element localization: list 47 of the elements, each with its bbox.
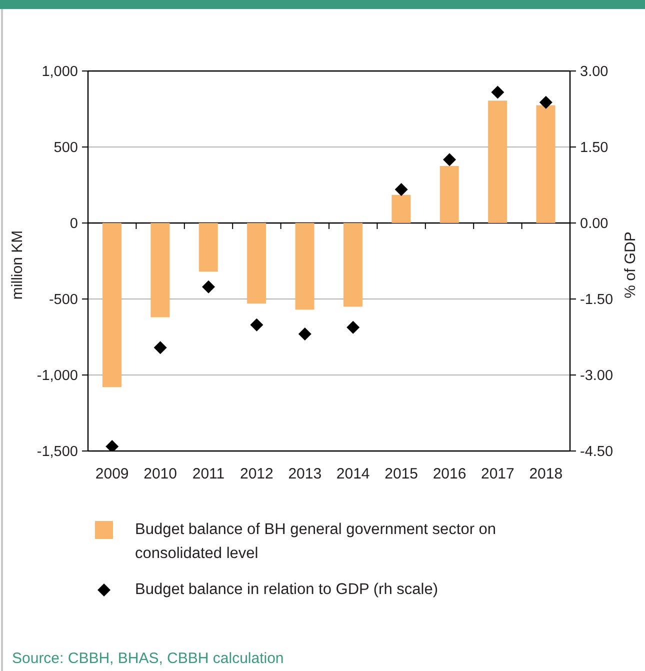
source-note: Source: CBBH, BHAS, CBBH calculation xyxy=(12,650,284,667)
bar xyxy=(440,166,459,223)
x-tick-label: 2013 xyxy=(288,466,322,483)
y2-tick-label: 3.00 xyxy=(580,64,608,80)
point xyxy=(394,183,408,196)
point xyxy=(154,341,167,354)
bar xyxy=(392,194,411,223)
y-tick-label: -1,500 xyxy=(36,444,78,460)
bar xyxy=(150,223,170,318)
y2-tick-label: -4.50 xyxy=(580,444,614,460)
bar xyxy=(343,223,362,307)
bar xyxy=(536,105,556,223)
y-tick-label: 1,000 xyxy=(42,64,78,80)
x-tick-label: 2017 xyxy=(481,466,514,483)
y2-tick-label: -3.00 xyxy=(580,368,614,384)
y2-tick-label: -1.50 xyxy=(580,292,614,308)
y-tick-label: 0 xyxy=(70,216,78,232)
y2-tick-label: 1.50 xyxy=(580,140,608,156)
x-tick-label: 2012 xyxy=(240,466,274,483)
point xyxy=(250,318,264,332)
point xyxy=(443,153,456,166)
point xyxy=(202,280,215,294)
x-tick-label: 2009 xyxy=(95,466,129,483)
legend-label: Budget balance of BH general government sector on consolidated level xyxy=(135,520,498,564)
y-tick-label: -1,000 xyxy=(36,368,78,384)
x-tick-label: 2014 xyxy=(336,466,370,483)
x-tick-label: 2018 xyxy=(529,466,563,483)
point xyxy=(106,440,119,451)
point xyxy=(539,96,552,109)
point xyxy=(346,320,360,334)
y2-tick-label: 0.00 xyxy=(580,216,608,232)
bar xyxy=(247,223,266,304)
x-tick-label: 2010 xyxy=(144,466,177,483)
point xyxy=(491,86,504,99)
bar xyxy=(488,100,508,223)
y-tick-label: -500 xyxy=(48,292,78,308)
bar xyxy=(102,223,122,388)
x-tick-label: 2011 xyxy=(192,466,225,483)
x-tick-label: 2015 xyxy=(384,466,418,483)
point xyxy=(298,327,312,340)
legend-label: Budget balance in relation to GDP (rh scale) xyxy=(135,580,439,600)
y-axis-title: million KM xyxy=(8,230,26,300)
x-tick-label: 2016 xyxy=(432,466,466,483)
y-tick-label: 500 xyxy=(54,140,78,156)
y2-axis-title: % of GDP xyxy=(622,232,638,298)
bar xyxy=(295,223,314,310)
bar xyxy=(198,223,218,272)
